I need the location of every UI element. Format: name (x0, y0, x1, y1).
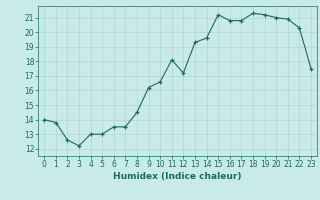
X-axis label: Humidex (Indice chaleur): Humidex (Indice chaleur) (113, 172, 242, 181)
